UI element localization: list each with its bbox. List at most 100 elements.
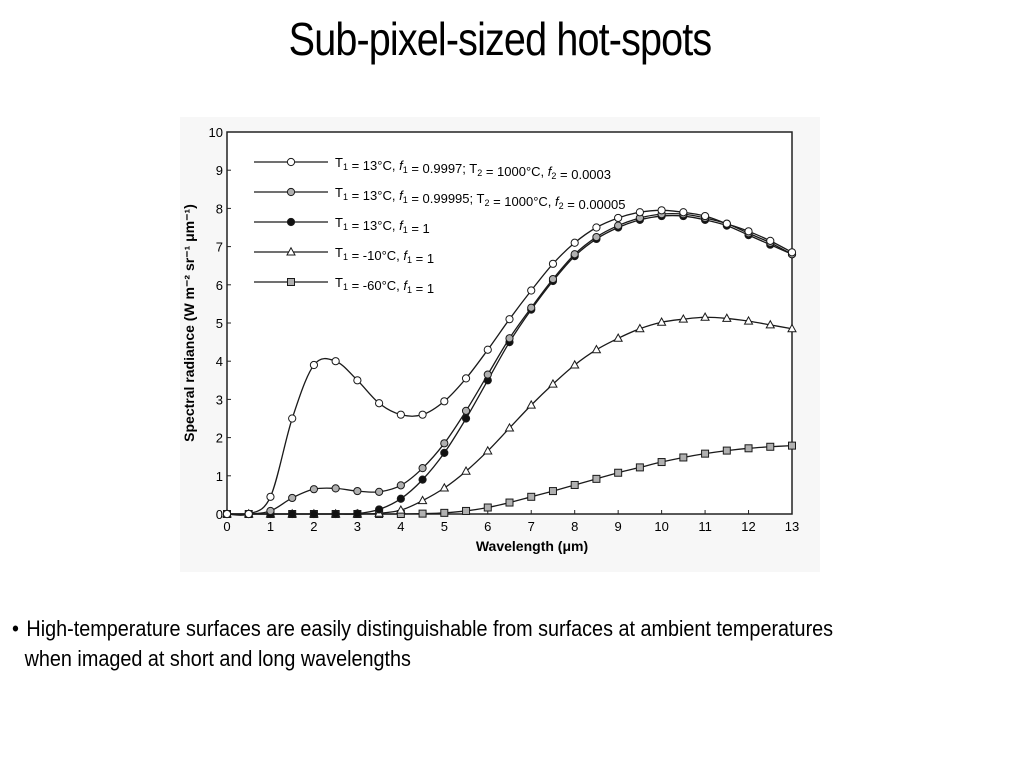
series-5-point [788, 441, 796, 450]
series-4-point [461, 465, 471, 475]
series-2-point [592, 232, 601, 242]
series-3-point [375, 505, 384, 514]
series-1-point [375, 399, 384, 408]
legend-label-4: T1 = -10°C, f1 = 1 [335, 245, 434, 266]
series-1-point [635, 208, 644, 217]
series-2-point [505, 334, 514, 343]
x-tick-label: 9 [615, 519, 622, 534]
x-tick-label: 2 [310, 519, 317, 534]
series-4-point [787, 323, 797, 333]
series-markers [222, 206, 797, 519]
series-5-point [440, 508, 449, 517]
series-1-point [483, 345, 492, 354]
series-5-point [592, 474, 601, 483]
series-1-point [505, 315, 514, 324]
y-tick-label: 4 [216, 354, 223, 369]
series-1-point [700, 211, 710, 221]
legend-label-2: T1 = 13°C, f1 = 0.99995; T2 = 1000°C, f2… [335, 185, 625, 212]
x-tick-label: 8 [571, 519, 578, 534]
series-1-point [592, 223, 601, 232]
series-3-point [353, 509, 362, 518]
slide-title: Sub-pixel-sized hot-spots [288, 13, 713, 65]
series-4-point [482, 445, 493, 455]
x-tick-label: 5 [441, 519, 448, 534]
series-2-point [440, 439, 449, 448]
series-5-point [462, 506, 471, 515]
y-tick-label: 8 [216, 201, 223, 216]
y-tick-label: 0 [216, 507, 223, 522]
series-4-point [700, 312, 710, 321]
series-2-point [570, 250, 579, 259]
series-5-point [505, 498, 514, 507]
series-1-point [331, 357, 340, 366]
legend-marker-5 [287, 278, 295, 286]
series-5-point [744, 444, 753, 453]
legend-marker-1 [286, 157, 296, 167]
series-5-point [614, 468, 623, 477]
series-2-point [266, 506, 275, 516]
legend-label-5: T1 = -60°C, f1 = 1 [335, 275, 434, 296]
series-5-point [418, 509, 427, 518]
series-5-point [548, 487, 557, 496]
x-tick-label: 6 [484, 519, 491, 534]
series-5-point [657, 458, 666, 467]
series-3-point [418, 475, 427, 484]
series-4-point [765, 319, 776, 329]
series-2-point [331, 484, 340, 493]
series-3-point [309, 509, 319, 519]
legend-label-3: T1 = 13°C, f1 = 1 [335, 215, 430, 236]
x-tick-label: 13 [785, 519, 799, 534]
series-4-point [417, 495, 428, 505]
series-4-point [569, 359, 580, 369]
series-4-point [743, 315, 754, 325]
x-tick-label: 1 [267, 519, 274, 534]
series-1-point [722, 219, 731, 228]
legend-marker-3 [286, 217, 296, 227]
series-5-point [722, 446, 731, 455]
series-2-point [396, 481, 405, 490]
series-3-point [440, 448, 449, 457]
series-2-point [483, 370, 492, 379]
series-4-point [439, 482, 450, 492]
series-1-point [527, 286, 536, 295]
series-4-point [548, 378, 558, 388]
series-1-point [244, 509, 253, 519]
y-tick-label: 10 [209, 125, 223, 140]
x-tick-label: 4 [397, 519, 404, 534]
series-2-point [461, 406, 471, 415]
series-1-point [744, 227, 753, 236]
series-1-point [222, 509, 232, 519]
series-5-point [483, 503, 492, 512]
legend: T1 = 13°C, f1 = 0.9997; T2 = 1000°C, f2 … [254, 155, 625, 296]
series-1-point [288, 414, 297, 423]
y-tick-label: 1 [216, 469, 223, 484]
x-axis-label: Wavelength (μm) [476, 538, 588, 554]
series-4-point [526, 399, 537, 409]
y-tick-label: 7 [216, 240, 223, 255]
series-2-point [527, 303, 536, 312]
y-tick-label: 5 [216, 316, 223, 331]
series-3-point [396, 494, 405, 503]
x-tick-label: 3 [354, 519, 361, 534]
x-tick-label: 12 [741, 519, 755, 534]
series-2-point [353, 486, 362, 496]
series-1-point [440, 397, 449, 406]
legend-marker-2 [286, 187, 296, 197]
series-1-point [548, 259, 558, 268]
legend-label-1: T1 = 13°C, f1 = 0.9997; T2 = 1000°C, f2 … [335, 155, 611, 182]
series-4-point [656, 317, 667, 326]
y-tick-label: 2 [216, 431, 223, 446]
x-tick-label: 0 [223, 519, 230, 534]
series-1-point [353, 376, 362, 385]
y-tick-label: 6 [216, 278, 223, 293]
series-4-point [613, 333, 624, 342]
y-tick-label: 9 [216, 163, 223, 178]
bullet-line-2: when imaged at short and long wavelength… [24, 646, 411, 671]
bullet-line-1: High-temperature surfaces are easily dis… [26, 616, 834, 641]
series-2-point [614, 221, 623, 230]
series-1-point [570, 238, 579, 247]
series-1-point [787, 248, 797, 257]
series-4-point [504, 422, 515, 432]
series-5-point [570, 480, 579, 489]
